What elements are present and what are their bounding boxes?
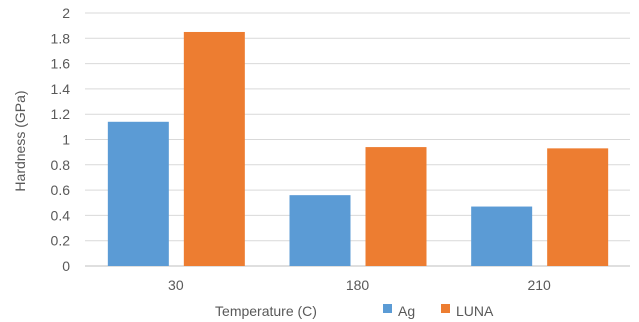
legend-label-ag: Ag [398, 303, 415, 319]
y-tick-label: 1.2 [51, 106, 71, 122]
y-tick-label: 0.2 [51, 233, 71, 249]
x-tick-labels: 30 180 210 [168, 277, 551, 293]
bar-luna-210 [547, 148, 609, 266]
x-tick-label: 210 [527, 277, 551, 293]
y-tick-label: 1.6 [51, 56, 71, 72]
gridlines [85, 12, 630, 267]
bar-luna-30 [183, 31, 245, 266]
bar-luna-180 [365, 147, 427, 266]
y-tick-label: 0 [62, 258, 70, 274]
y-tick-label: 0.4 [51, 207, 71, 223]
legend: Ag LUNA [383, 303, 494, 319]
bar-ag-30 [107, 121, 169, 266]
y-tick-labels: 0 0.2 0.4 0.6 0.8 1 1.2 1.4 1.6 1.8 2 [51, 5, 71, 274]
x-tick-label: 30 [168, 277, 184, 293]
bar-ag-210 [471, 206, 533, 266]
bar-ag-180 [289, 195, 351, 266]
y-tick-label: 2 [62, 5, 70, 21]
x-axis-title: Temperature (C) [215, 303, 317, 319]
legend-swatch-luna [441, 304, 450, 313]
y-axis-title: Hardness (GPa) [12, 90, 28, 191]
y-tick-label: 0.8 [51, 157, 71, 173]
y-tick-label: 0.6 [51, 182, 71, 198]
bars [107, 31, 609, 266]
y-tick-label: 1.8 [51, 30, 71, 46]
x-tick-label: 180 [346, 277, 370, 293]
legend-swatch-ag [383, 304, 392, 313]
y-tick-label: 1.4 [51, 81, 71, 97]
y-tick-label: 1 [62, 132, 70, 148]
legend-label-luna: LUNA [456, 303, 494, 319]
